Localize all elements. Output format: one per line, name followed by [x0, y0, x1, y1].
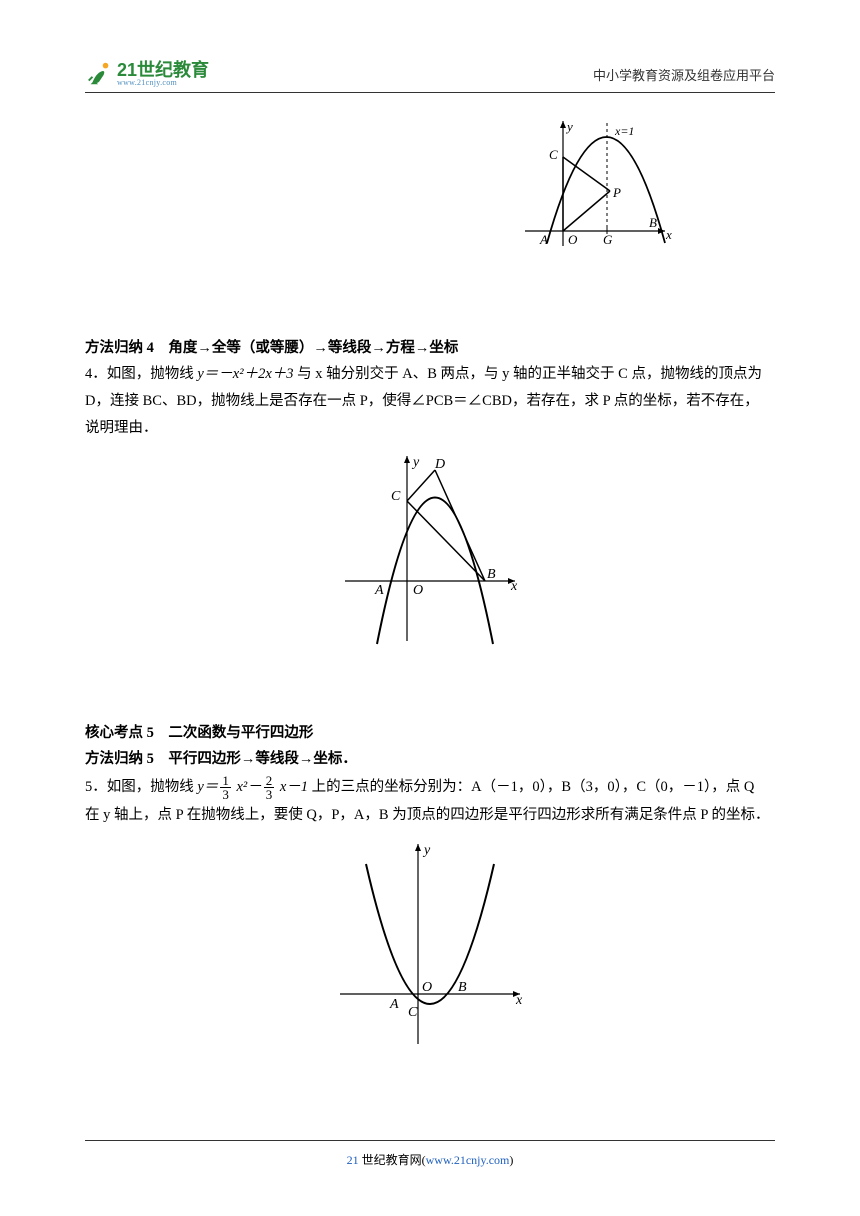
- footer-text: 21 世纪教育网(www.21cnjy.com): [347, 1153, 514, 1167]
- p5-num: 5．: [85, 779, 107, 795]
- p5-l1a: 如图，抛物线: [107, 779, 198, 795]
- p4-l1b: 与 x 轴分别交于 A、B 两点，与 y 轴的正半轴交于 C 点，抛物线的顶点为: [294, 366, 762, 382]
- problem-4-line2: D，连接 BC、BD，抛物线上是否存在一点 P，使得∠PCB＝∠CBD，若存在，…: [85, 389, 775, 414]
- fig1-label-xeq: x=1: [614, 124, 634, 138]
- logo-sub-text: www.21cnjy.com: [117, 79, 209, 87]
- fig1-label-B: B: [649, 215, 657, 230]
- p5-eq-prefix: y＝: [197, 779, 218, 795]
- method-5-heading: 方法归纳 5 平行四边形→等线段→坐标．: [85, 747, 775, 772]
- p5-frac2: 23: [264, 774, 275, 801]
- fig1-label-y: y: [565, 119, 573, 134]
- fig1-label-C: C: [549, 147, 558, 162]
- fig3-label-y: y: [422, 843, 431, 858]
- logo-icon: [85, 60, 113, 88]
- method-4-heading: 方法归纳 4 角度→全等（或等腰）→等线段→方程→坐标: [85, 336, 775, 361]
- p4-l1a: 如图，抛物线: [107, 366, 198, 382]
- content: A O G B x y C P x=1 方法归纳 4 角度→全等（或等腰）→等线…: [85, 111, 775, 1062]
- p5-eq-mid1: x²－: [233, 779, 262, 795]
- logo: 21世纪教育 www.21cnjy.com: [85, 60, 209, 88]
- page-header: 21世纪教育 www.21cnjy.com 中小学教育资源及组卷应用平台: [85, 60, 775, 93]
- fig2-label-B: B: [487, 567, 496, 582]
- problem-4-num: 4．: [85, 366, 107, 382]
- fig1-label-O: O: [568, 232, 578, 247]
- header-right-text: 中小学教育资源及组卷应用平台: [593, 65, 775, 84]
- figure-3: A O B C x y: [85, 834, 775, 1063]
- fig2-label-O: O: [413, 583, 423, 598]
- footer-blue1: 21: [347, 1153, 359, 1167]
- fig3-label-B: B: [458, 980, 467, 995]
- fig3-label-A: A: [389, 997, 399, 1012]
- problem-4-line1: 4．如图，抛物线 y＝－x²＋2x＋3 与 x 轴分别交于 A、B 两点，与 y…: [85, 362, 775, 387]
- problem-5-line1: 5．如图，抛物线 y＝13 x²－23 x－1 上的三点的坐标分别为：A（－1，…: [85, 774, 775, 801]
- fig1-label-G: G: [603, 232, 613, 247]
- footer-blue2: www.21cnjy.com: [426, 1153, 510, 1167]
- problem-4-line3: 说明理由．: [85, 416, 775, 441]
- fig3-label-x: x: [515, 993, 523, 1008]
- core-5-heading: 核心考点 5 二次函数与平行四边形: [85, 721, 775, 746]
- p4-eq: y＝－x²＋2x＋3: [197, 366, 293, 382]
- fig1-label-x: x: [665, 227, 672, 242]
- logo-text: 21世纪教育 www.21cnjy.com: [117, 61, 209, 87]
- fig2-label-A: A: [374, 583, 384, 598]
- p5-frac1: 13: [220, 774, 231, 801]
- figure-2: A O B x y C D: [85, 446, 775, 655]
- fig2-label-y: y: [411, 455, 420, 470]
- figure-1: A O G B x y C P x=1: [85, 111, 775, 270]
- fig2-label-C: C: [391, 489, 401, 504]
- page-footer: 21 世纪教育网(www.21cnjy.com): [85, 1140, 775, 1168]
- footer-black2: ): [509, 1153, 513, 1167]
- fig2-label-x: x: [510, 579, 518, 594]
- problem-5-line2: 在 y 轴上，点 P 在抛物线上，要使 Q，P，A，B 为顶点的四边形是平行四边…: [85, 803, 775, 828]
- fig1-label-A: A: [539, 232, 548, 247]
- fig3-label-O: O: [422, 980, 432, 995]
- p5-l1b: 上的三点的坐标分别为：A（－1，0），B（3，0），C（0，－1），点 Q: [308, 779, 754, 795]
- fig2-label-D: D: [434, 457, 445, 472]
- footer-black1: 世纪教育网(: [359, 1153, 426, 1167]
- logo-main-text: 21世纪教育: [117, 61, 209, 79]
- fig3-label-C: C: [408, 1005, 418, 1020]
- fig1-label-P: P: [612, 185, 621, 200]
- p5-eq-mid2: x－1: [276, 779, 308, 795]
